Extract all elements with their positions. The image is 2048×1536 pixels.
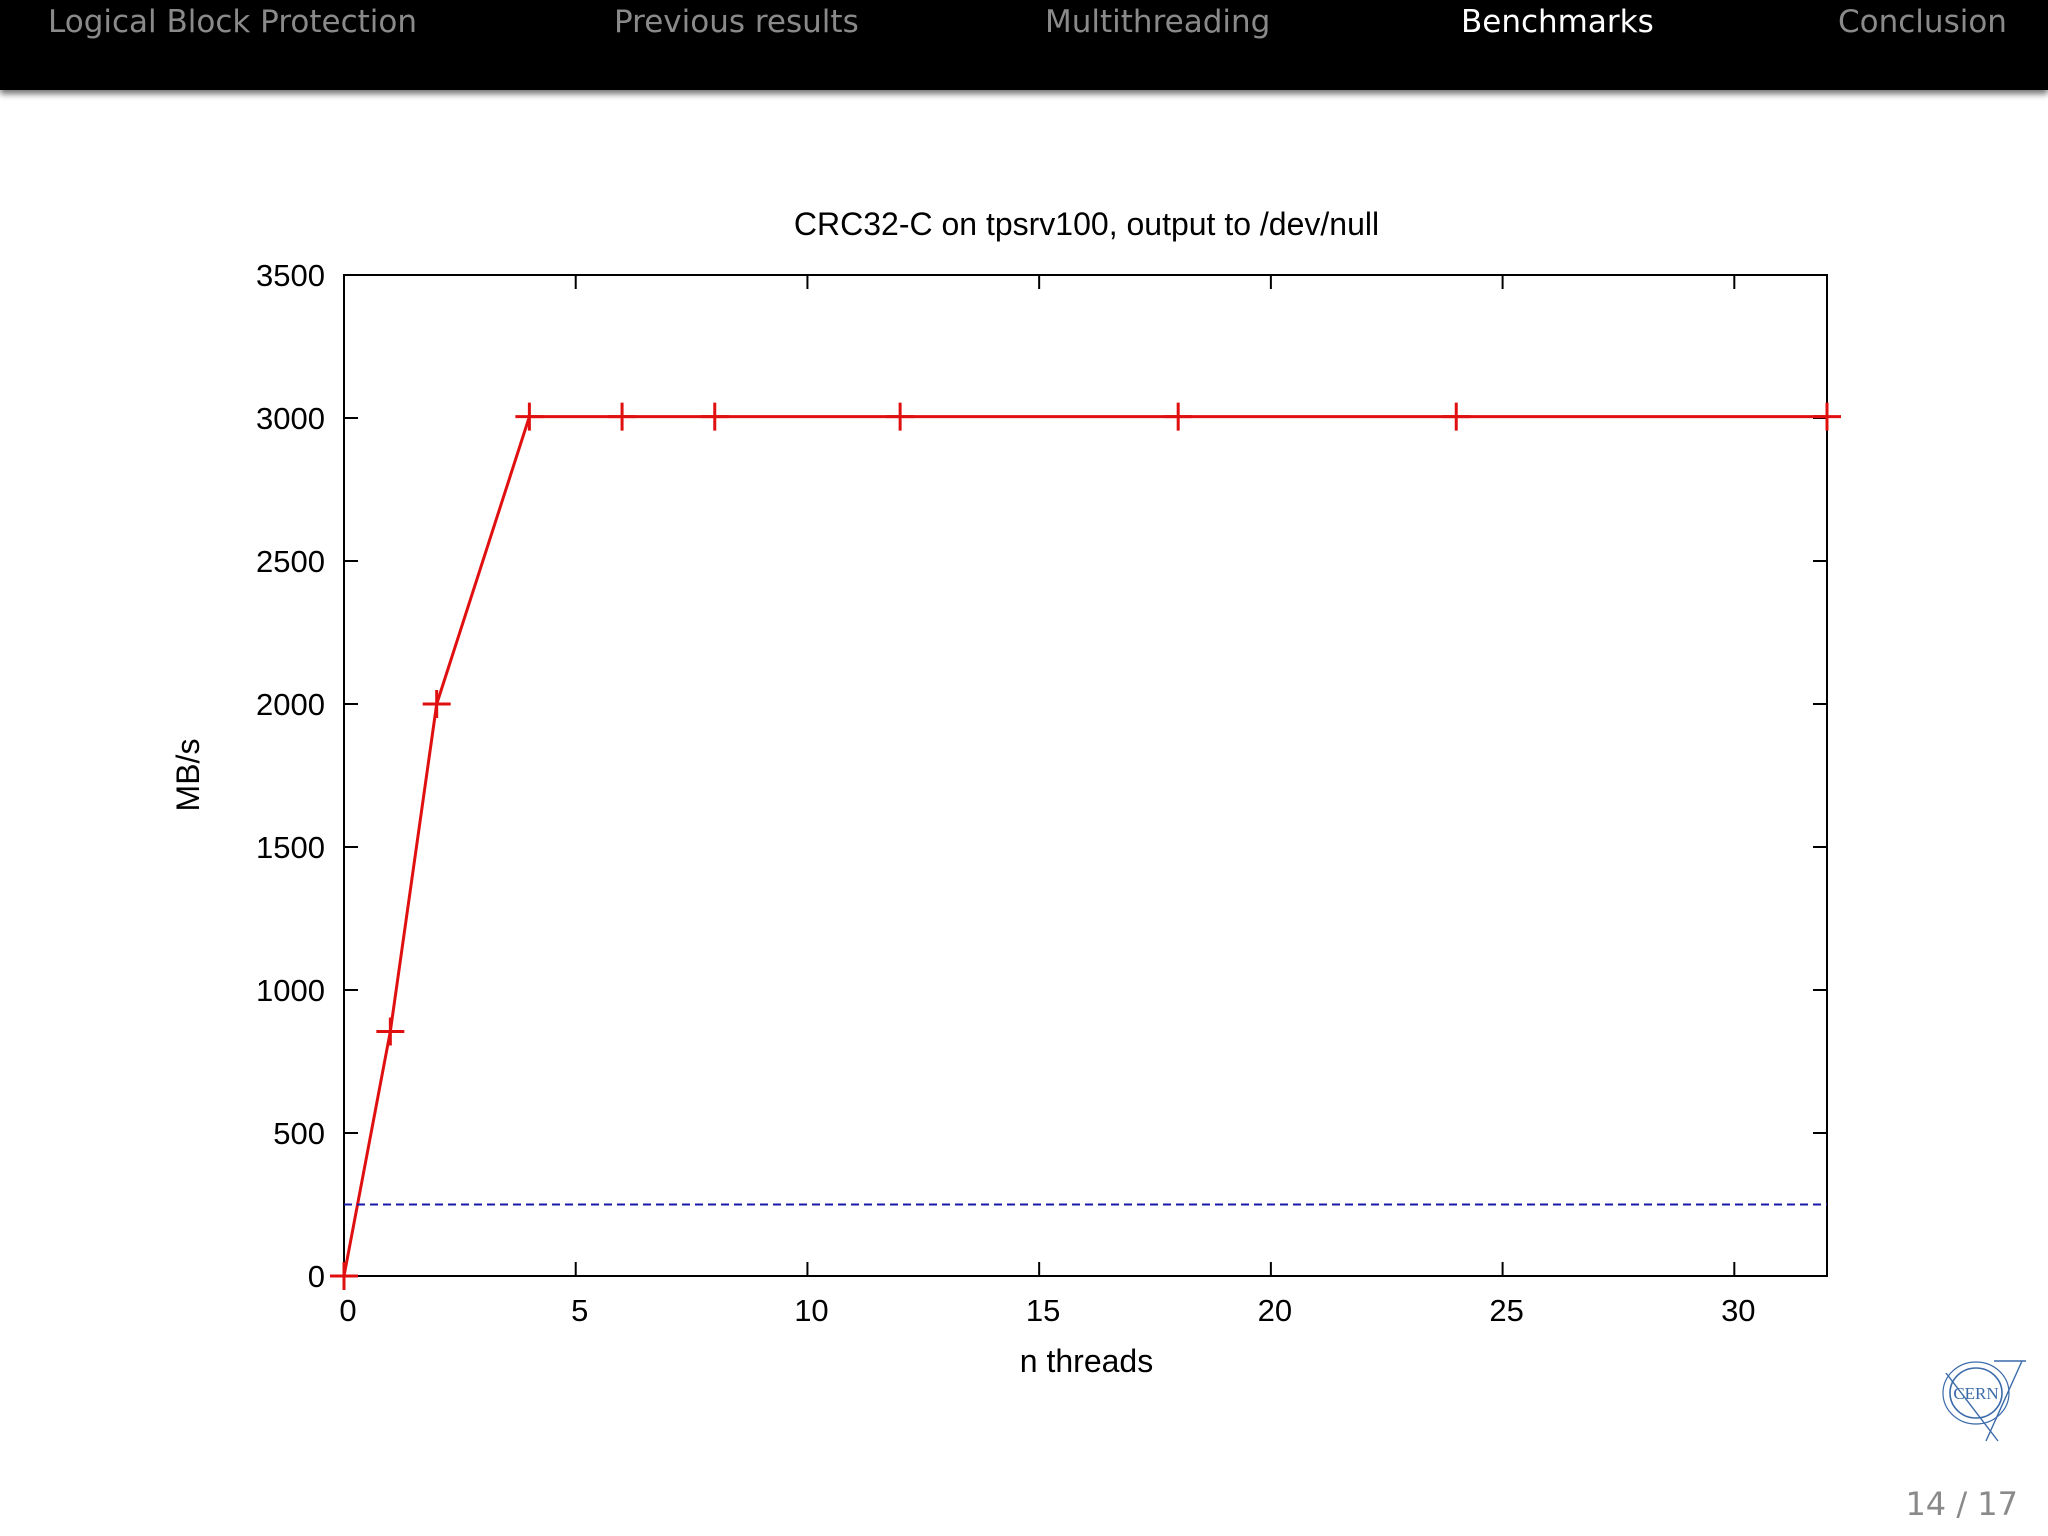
nav-item-multithreading[interactable]: Multithreading [1045, 4, 1271, 40]
cern-logo: CERN [1942, 1360, 2026, 1442]
y-tick-label: 3000 [256, 401, 325, 436]
nav-item-benchmarks[interactable]: Benchmarks [1461, 4, 1654, 40]
y-tick-label: 2500 [256, 544, 325, 579]
data-point [1442, 402, 1471, 431]
data-point [700, 402, 729, 431]
x-axis-label: n threads [1020, 1343, 1153, 1379]
data-point [376, 1017, 405, 1046]
x-tick-label: 30 [1721, 1293, 1755, 1328]
nav-item-previous-results[interactable]: Previous results [614, 4, 859, 40]
data-point [1164, 402, 1193, 431]
chart-title: CRC32-C on tpsrv100, output to /dev/null [794, 206, 1379, 242]
nav-item-logical-block-protection[interactable]: Logical Block Protection [48, 4, 418, 40]
y-tick-label: 0 [308, 1259, 325, 1294]
y-tick-label: 1000 [256, 973, 325, 1008]
data-point [886, 402, 915, 431]
data-point [330, 1262, 358, 1290]
y-tick-label: 2000 [256, 687, 325, 722]
y-tick-label: 1500 [256, 830, 325, 865]
series-1-line [342, 415, 1827, 1277]
x-tick-label: 5 [571, 1293, 588, 1328]
data-point [515, 402, 544, 431]
x-tick-label: 15 [1026, 1293, 1060, 1328]
data-point [608, 402, 637, 431]
data-point [422, 690, 451, 718]
x-tick-label: 0 [339, 1293, 356, 1328]
x-tick-label: 10 [794, 1293, 828, 1328]
svg-text:CERN: CERN [1953, 1384, 1998, 1403]
data-point [1813, 402, 1841, 431]
x-tick-label: 25 [1489, 1293, 1523, 1328]
y-tick-label: 500 [273, 1116, 325, 1151]
y-axis-label: MB/s [170, 739, 206, 812]
nav-item-conclusion[interactable]: Conclusion [1838, 4, 2007, 40]
page-number: 14 / 17 [1905, 1485, 2018, 1523]
y-tick-label: 3500 [256, 258, 325, 293]
navbar: Logical Block Protection Previous result… [0, 0, 2048, 90]
x-tick-label: 20 [1258, 1293, 1292, 1328]
plot-frame [343, 274, 1828, 1277]
